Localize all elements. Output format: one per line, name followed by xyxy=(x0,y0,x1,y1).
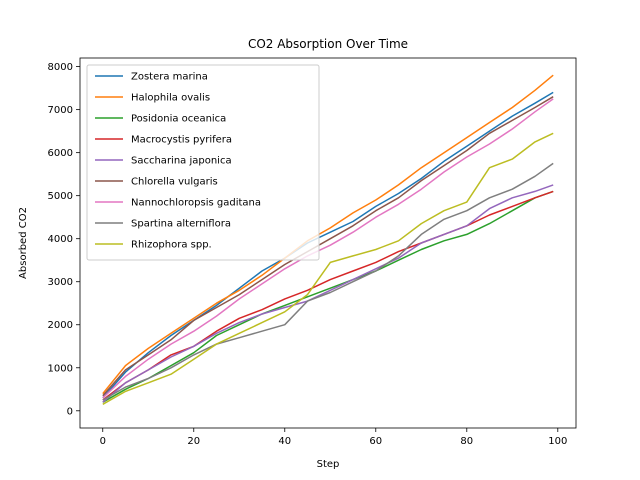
x-tick-label: 20 xyxy=(187,436,200,447)
x-tick-label: 60 xyxy=(369,436,382,447)
legend-label: Zostera marina xyxy=(131,72,208,83)
legend-label: Chlorella vulgaris xyxy=(131,177,218,188)
legend-label: Halophila ovalis xyxy=(131,93,210,104)
series-line-chlorella-vulgaris xyxy=(102,96,554,397)
series-lines xyxy=(102,74,554,405)
x-tick-label: 100 xyxy=(548,436,567,447)
legend-label: Saccharina japonica xyxy=(131,156,232,167)
series-line-macrocystis-pyrifera xyxy=(102,190,554,401)
y-tick-label: 2000 xyxy=(48,320,73,331)
legend-label: Rhizophora spp. xyxy=(131,240,212,251)
y-tick-label: 7000 xyxy=(48,105,73,116)
y-tick-label: 6000 xyxy=(48,148,73,159)
axis-ticks: 0 20 40 60 80 1000100020003000400050006000700… xyxy=(48,62,568,447)
x-tick-label: 80 xyxy=(460,436,473,447)
series-line-spartina-alterniflora xyxy=(102,162,554,401)
legend-label: Spartina alterniflora xyxy=(131,219,231,230)
series-line-zostera-marina xyxy=(102,91,554,399)
series-line-rhizophora-spp xyxy=(102,132,554,405)
y-tick-label: 1000 xyxy=(48,363,73,374)
series-line-nannochloropsis-gaditana xyxy=(102,98,554,399)
y-tick-label: 5000 xyxy=(48,191,73,202)
x-axis-label: Step xyxy=(317,459,340,470)
x-tick-label: 40 xyxy=(278,436,291,447)
y-axis-label: Absorbed CO2 xyxy=(18,207,29,279)
legend-label: Posidonia oceanica xyxy=(131,114,226,125)
y-tick-label: 4000 xyxy=(48,234,73,245)
series-line-halophila-ovalis xyxy=(102,74,554,395)
y-tick-label: 3000 xyxy=(48,277,73,288)
y-tick-label: 8000 xyxy=(48,62,73,73)
x-tick-label: 0 xyxy=(100,436,106,447)
y-tick-label: 0 xyxy=(67,406,73,417)
legend-box xyxy=(86,64,320,261)
legend-label: Macrocystis pyrifera xyxy=(131,135,232,146)
series-line-posidonia-oceanica xyxy=(102,190,554,403)
chart-title: CO2 Absorption Over Time xyxy=(248,37,408,51)
series-line-saccharina-japonica xyxy=(102,184,554,403)
legend-label: Nannochloropsis gaditana xyxy=(131,198,261,209)
legend: Zostera marina Halophila ovalis Posidonia … xyxy=(86,64,320,261)
